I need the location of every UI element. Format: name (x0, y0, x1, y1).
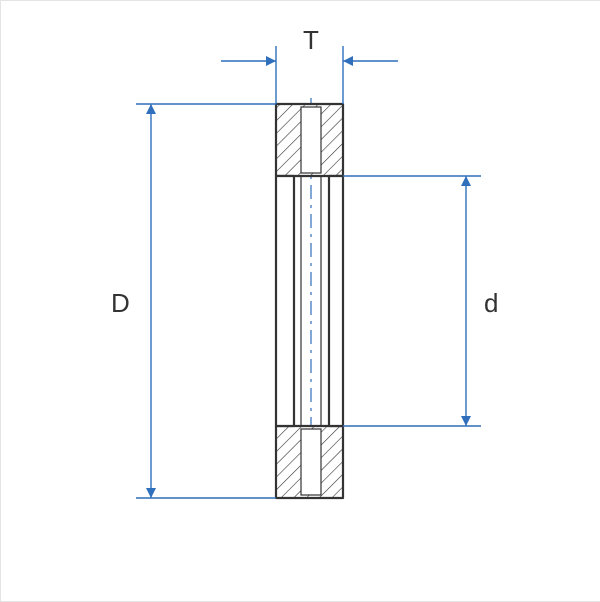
dim-label-D: D (111, 288, 130, 319)
bearing-diagram: T D d (0, 0, 600, 602)
dim-label-T: T (303, 25, 319, 56)
dim-label-d: d (484, 288, 498, 319)
